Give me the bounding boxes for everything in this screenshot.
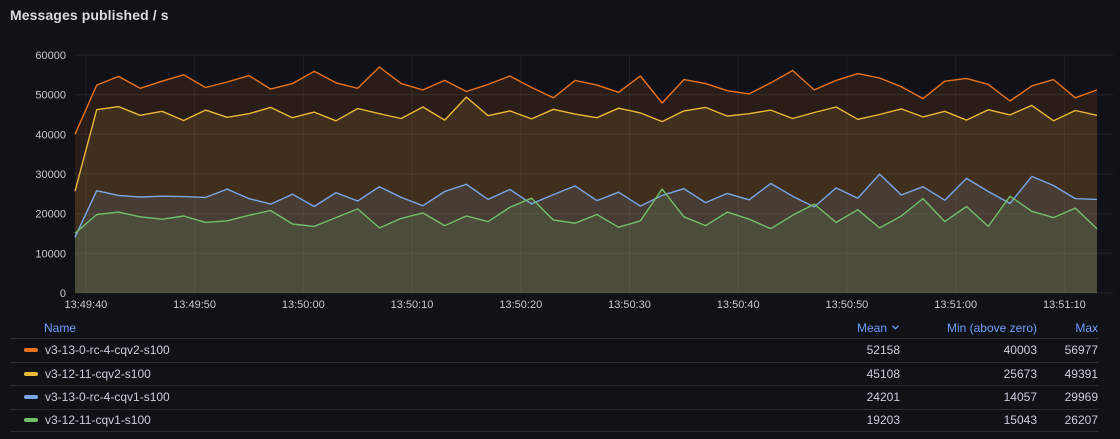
svg-text:40000: 40000: [35, 129, 66, 141]
legend-col-max[interactable]: Max: [1075, 321, 1098, 335]
svg-text:13:50:30: 13:50:30: [608, 299, 651, 311]
legend-header-row: Name Mean Min (above zero) Max: [10, 318, 1098, 338]
legend-table: Name Mean Min (above zero) Max v3-13-0-r…: [0, 318, 1120, 432]
svg-text:20000: 20000: [35, 209, 66, 221]
series-name-label[interactable]: v3-13-0-rc-4-cqv2-s100: [45, 343, 170, 358]
max-value: 56977: [1064, 343, 1098, 358]
series-name-label[interactable]: v3-12-11-cqv2-s100: [45, 366, 151, 381]
series-line: [74, 96, 1098, 192]
min-value: 15043: [1003, 413, 1037, 428]
svg-text:50000: 50000: [35, 90, 66, 102]
legend-row: v3-12-11-cqv2-s100 45108 25673 49391: [10, 361, 1098, 386]
series-line: [74, 66, 1098, 135]
min-value: 25673: [1003, 366, 1037, 381]
svg-text:13:50:00: 13:50:00: [282, 299, 325, 311]
x-axis-labels: 13:49:40 13:49:50 13:50:00 13:50:10 13:50:20…: [64, 299, 1085, 311]
y-axis-labels: 0 10000 20000 30000 40000 50000 60000: [35, 50, 66, 300]
svg-text:10000: 10000: [35, 248, 66, 260]
legend-rows: v3-13-0-rc-4-cqv2-s100 52158 40003 56977 v3-…: [10, 338, 1098, 432]
svg-text:13:50:20: 13:50:20: [499, 299, 542, 311]
panel-header: Messages published / s: [0, 0, 1120, 30]
legend-col-min[interactable]: Min (above zero): [946, 321, 1037, 335]
legend-col-name[interactable]: Name: [44, 321, 77, 335]
svg-text:13:50:40: 13:50:40: [717, 299, 760, 311]
svg-text:13:51:00: 13:51:00: [934, 299, 977, 311]
series-name-label[interactable]: v3-12-11-cqv1-s100: [45, 413, 151, 428]
mean-value: 52158: [866, 343, 900, 358]
series-lines: [74, 66, 1098, 238]
series-name-label[interactable]: v3-13-0-rc-4-cqv1-s100: [45, 390, 170, 405]
series-line: [74, 188, 1098, 234]
min-value: 40003: [1003, 343, 1037, 358]
svg-text:0: 0: [60, 288, 66, 300]
grid-lines: [75, 54, 1113, 294]
series-color-swatch[interactable]: [24, 418, 38, 423]
max-value: 26207: [1064, 413, 1098, 428]
legend-row: v3-12-11-cqv1-s100 19203 15043 26207: [10, 408, 1098, 432]
sort-desc-icon: [892, 325, 899, 329]
mean-value: 24201: [866, 390, 900, 405]
legend-row: v3-13-0-rc-4-cqv1-s100 24201 14057 29969: [10, 385, 1098, 409]
max-value: 29969: [1064, 390, 1098, 405]
legend-row: v3-13-0-rc-4-cqv2-s100 52158 40003 56977: [10, 338, 1098, 362]
min-value: 14057: [1003, 390, 1037, 405]
mean-value: 45108: [866, 366, 900, 381]
panel-title[interactable]: Messages published / s: [10, 7, 169, 23]
series-color-swatch[interactable]: [24, 348, 38, 353]
series-fills: [75, 67, 1097, 293]
chart-area[interactable]: 0 10000 20000 30000 40000 50000 60000 13:49:40 1…: [0, 30, 1120, 318]
max-value: 49391: [1064, 366, 1098, 381]
svg-text:30000: 30000: [35, 169, 66, 181]
series-color-swatch[interactable]: [24, 395, 38, 400]
series-color-swatch[interactable]: [24, 371, 38, 376]
legend-col-mean[interactable]: Mean: [790, 321, 900, 335]
svg-text:13:50:10: 13:50:10: [391, 299, 434, 311]
svg-text:13:50:50: 13:50:50: [825, 299, 868, 311]
mean-value: 19203: [866, 413, 900, 428]
svg-text:13:49:50: 13:49:50: [173, 299, 216, 311]
svg-text:60000: 60000: [35, 50, 66, 62]
svg-text:13:49:40: 13:49:40: [64, 299, 107, 311]
svg-text:13:51:10: 13:51:10: [1043, 299, 1086, 311]
series-line: [74, 173, 1098, 238]
